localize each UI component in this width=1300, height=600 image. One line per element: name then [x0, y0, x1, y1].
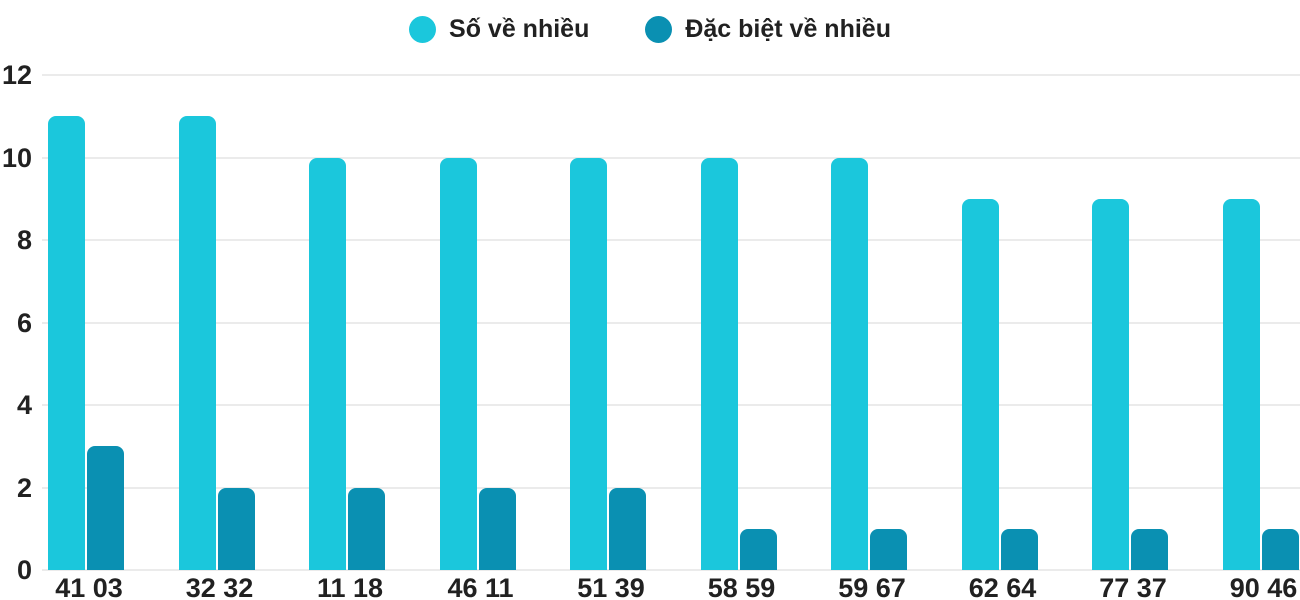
x-axis-category-label: 41 03 [55, 573, 123, 600]
legend-label-dac-biet-ve-nhieu: Đặc biệt về nhiều [685, 14, 891, 43]
bar-so-ve-nhieu [961, 198, 999, 570]
gridline [42, 74, 1300, 76]
bar-dac-biet-ve-nhieu [1261, 528, 1299, 570]
gridline [42, 404, 1300, 406]
x-axis-category-label: 46 11 [447, 573, 514, 600]
x-axis-category-label: 11 18 [316, 573, 384, 600]
bar-so-ve-nhieu [309, 157, 346, 570]
bar-so-ve-nhieu [1092, 198, 1129, 570]
bar-so-ve-nhieu [1222, 198, 1260, 570]
gridline [42, 321, 1300, 324]
y-axis-tick-label: 10 [1, 142, 32, 173]
bar-so-ve-nhieu [570, 157, 607, 570]
x-axis-category-label: 90 46 [1229, 573, 1298, 600]
bar-dac-biet-ve-nhieu [1000, 528, 1038, 570]
legend-item-dac-biet-ve-nhieu[interactable]: Đặc biệt về nhiều [645, 14, 891, 43]
gridline [42, 486, 1300, 489]
x-axis-category-label: 51 39 [577, 573, 645, 600]
bar-dac-biet-ve-nhieu [609, 487, 646, 570]
legend-label-so-ve-nhieu: Số về nhiều [449, 14, 590, 43]
legend-item-so-ve-nhieu[interactable]: Số về nhiều [409, 14, 590, 43]
chart-legend: Số về nhiều Đặc biệt về nhiều [0, 10, 1300, 48]
y-axis-tick-label: 6 [16, 307, 32, 338]
bar-dac-biet-ve-nhieu [348, 487, 385, 570]
bar-so-ve-nhieu [831, 157, 868, 570]
y-axis-tick-label: 12 [1, 60, 32, 90]
bar-dac-biet-ve-nhieu [478, 487, 516, 570]
bar-so-ve-nhieu [439, 157, 477, 570]
bar-dac-biet-ve-nhieu [217, 487, 255, 570]
x-axis-category-label: 32 32 [185, 573, 254, 600]
bar-dac-biet-ve-nhieu [1131, 528, 1168, 570]
bar-dac-biet-ve-nhieu [870, 528, 907, 570]
y-axis-tick-label: 4 [16, 390, 32, 420]
gridline [42, 569, 1300, 571]
legend-swatch-so-ve-nhieu-icon [409, 15, 437, 43]
gridline [42, 156, 1300, 159]
gridline [42, 239, 1300, 241]
bar-dac-biet-ve-nhieu [739, 528, 777, 570]
bar-so-ve-nhieu [48, 116, 85, 570]
legend-swatch-dac-biet-ve-nhieu-icon [645, 15, 673, 43]
x-axis-category-label: 58 59 [707, 573, 776, 600]
y-axis-tick-label: 8 [16, 225, 32, 255]
bar-so-ve-nhieu [700, 157, 738, 570]
y-axis-tick-label: 0 [16, 555, 32, 585]
x-axis-category-label: 77 37 [1099, 573, 1167, 600]
y-axis-tick-label: 2 [16, 472, 32, 503]
bar-dac-biet-ve-nhieu [87, 446, 124, 570]
bar-so-ve-nhieu [178, 116, 216, 570]
x-axis-category-label: 59 67 [838, 573, 906, 600]
x-axis-category-label: 62 64 [968, 573, 1037, 600]
